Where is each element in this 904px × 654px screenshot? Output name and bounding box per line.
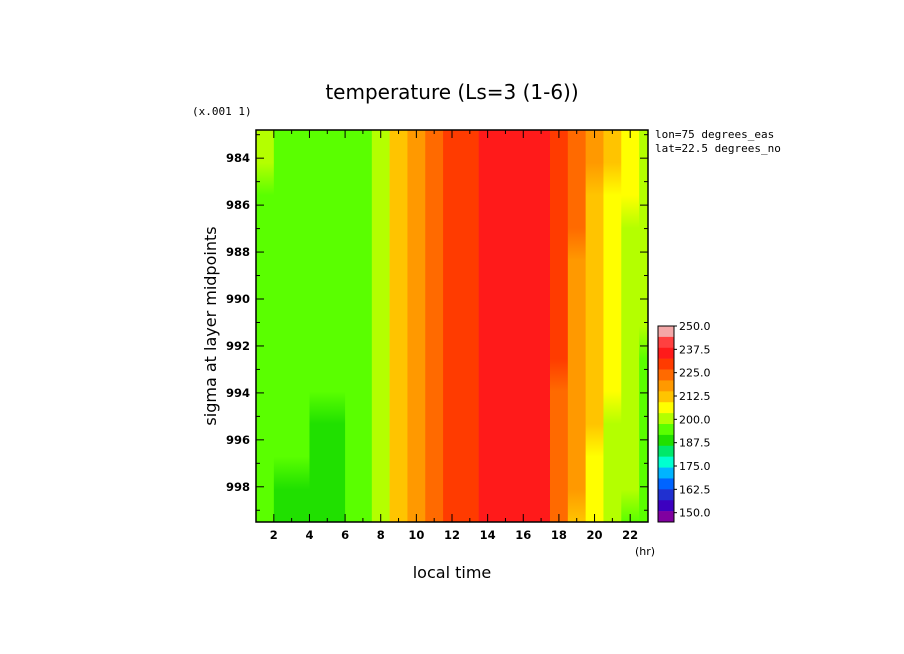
colorbar-swatch [658, 478, 674, 490]
temperature-band [603, 130, 622, 522]
chart-title: temperature (Ls=3 (1-6)) [325, 80, 578, 104]
colorbar-swatch [658, 380, 674, 392]
y-axis-label: sigma at layer midpoints [201, 226, 220, 425]
colorbar-label: 187.5 [679, 437, 711, 450]
colorbar-swatch [658, 434, 674, 447]
colorbar-swatch [658, 467, 674, 479]
temperature-band [532, 130, 551, 522]
y-tick-label: 994 [226, 386, 250, 400]
colorbar-frame [657, 325, 675, 523]
x-tick-label: 14 [480, 528, 496, 542]
temperature-band [478, 130, 498, 522]
temperature-band [443, 130, 462, 522]
colorbar-swatch [658, 391, 674, 403]
colorbar-label: 150.0 [679, 507, 711, 520]
x-axis: 2 4 6 8 10 12 14 16 18 20 22 [255, 130, 649, 542]
colorbar-label: 212.5 [679, 390, 711, 403]
plot-area [256, 130, 648, 522]
y-tick-label: 990 [226, 292, 250, 306]
colorbar-swatch [658, 402, 674, 414]
temperature-band [309, 130, 346, 522]
temperature-band [371, 130, 391, 522]
x-tick-label: 8 [377, 528, 385, 542]
y-scale-note: (x.001 1) [192, 105, 252, 118]
colorbar-label: 200.0 [679, 413, 711, 426]
temperature-band [389, 130, 409, 522]
temperature-band [345, 130, 373, 522]
colorbar-swatch [658, 347, 674, 359]
x-tick-label: 18 [551, 528, 567, 542]
y-axis: 984 986 988 990 992 994 996 998 [226, 134, 648, 511]
temperature-band [256, 130, 275, 522]
x-tick-label: 16 [515, 528, 531, 542]
y-tick-label: 988 [226, 245, 250, 259]
colorbar-swatch [658, 511, 674, 523]
annotation-lat: lat=22.5 degrees_no [655, 142, 781, 155]
colorbar-swatch [658, 456, 674, 468]
temperature-band [273, 130, 311, 522]
temperature-band [621, 130, 640, 522]
y-tick-label: 996 [226, 433, 250, 447]
colorbar-swatch [658, 326, 674, 338]
y-tick-label: 984 [226, 151, 250, 165]
x-tick-label: 12 [444, 528, 460, 542]
colorbar-label: 225.0 [679, 367, 711, 380]
colorbar-swatch [658, 336, 674, 349]
colorbar-swatch [658, 500, 674, 512]
temperature-band [425, 130, 444, 522]
temperature-bands [256, 130, 648, 522]
colorbar-swatch [658, 358, 674, 370]
colorbar-swatch [658, 445, 674, 457]
y-tick-label: 992 [226, 339, 250, 353]
x-tick-label: 4 [305, 528, 313, 542]
temperature-band [460, 130, 480, 522]
temperature-band [567, 130, 587, 522]
x-unit-label: (hr) [635, 545, 655, 558]
temperature-band [496, 130, 515, 522]
colorbar-label: 250.0 [679, 320, 711, 333]
colorbar-swatch [658, 489, 674, 501]
x-tick-label: 20 [587, 528, 603, 542]
temperature-band [639, 130, 648, 522]
temperature-band [550, 130, 569, 522]
y-tick-label: 998 [226, 480, 250, 494]
x-tick-label: 6 [341, 528, 349, 542]
y-tick-label: 986 [226, 198, 250, 212]
colorbar-swatch [658, 413, 674, 425]
colorbar: 250.0 237.5 225.0 212.5 200.0 187.5 175.0 162.5… [657, 320, 711, 523]
colorbar-swatch [658, 424, 674, 436]
colorbar-label: 162.5 [679, 483, 711, 496]
x-axis-label: local time [413, 563, 492, 582]
annotation-lon: lon=75 degrees_eas [655, 128, 774, 141]
x-tick-label: 2 [270, 528, 278, 542]
temperature-band [514, 130, 533, 522]
colorbar-label: 175.0 [679, 460, 711, 473]
colorbar-label: 237.5 [679, 343, 711, 356]
temperature-band [407, 130, 426, 522]
colorbar-swatch [658, 369, 674, 381]
x-tick-label: 22 [622, 528, 638, 542]
temperature-band [585, 130, 605, 522]
x-tick-label: 10 [408, 528, 424, 542]
